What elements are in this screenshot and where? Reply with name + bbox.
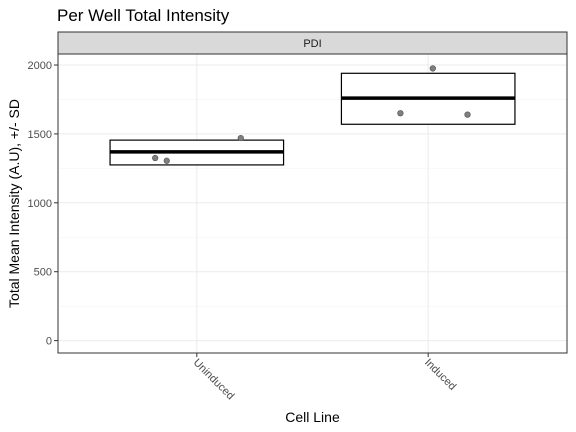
- grid-lines: [58, 54, 567, 353]
- y-tick-label: 1500: [28, 129, 52, 141]
- data-point: [237, 134, 244, 142]
- facet-strip: PDI: [57, 31, 568, 55]
- boxes: [109, 72, 516, 166]
- panel-border: [57, 53, 568, 354]
- y-axis-title: Total Mean Intensity (A.U), +/- SD: [6, 99, 22, 308]
- data-points: [152, 65, 471, 164]
- data-point: [397, 110, 404, 117]
- x-tick-label: Induced: [422, 357, 458, 393]
- data-point: [429, 65, 436, 72]
- facet-label: PDI: [303, 38, 321, 50]
- data-point: [163, 157, 170, 164]
- y-axis: 0 500 1000 1500 2000: [28, 60, 58, 348]
- x-axis-title: Cell Line: [285, 409, 340, 425]
- y-tick-label: 0: [46, 336, 52, 348]
- data-point: [152, 154, 159, 162]
- chart-title: Per Well Total Intensity: [57, 6, 230, 25]
- y-tick-label: 500: [34, 267, 52, 279]
- y-tick-label: 2000: [28, 60, 52, 72]
- x-tick-label: Uninduced: [191, 357, 237, 403]
- data-point: [464, 111, 471, 118]
- x-axis: Uninduced Induced: [191, 353, 458, 403]
- y-tick-label: 1000: [28, 198, 52, 210]
